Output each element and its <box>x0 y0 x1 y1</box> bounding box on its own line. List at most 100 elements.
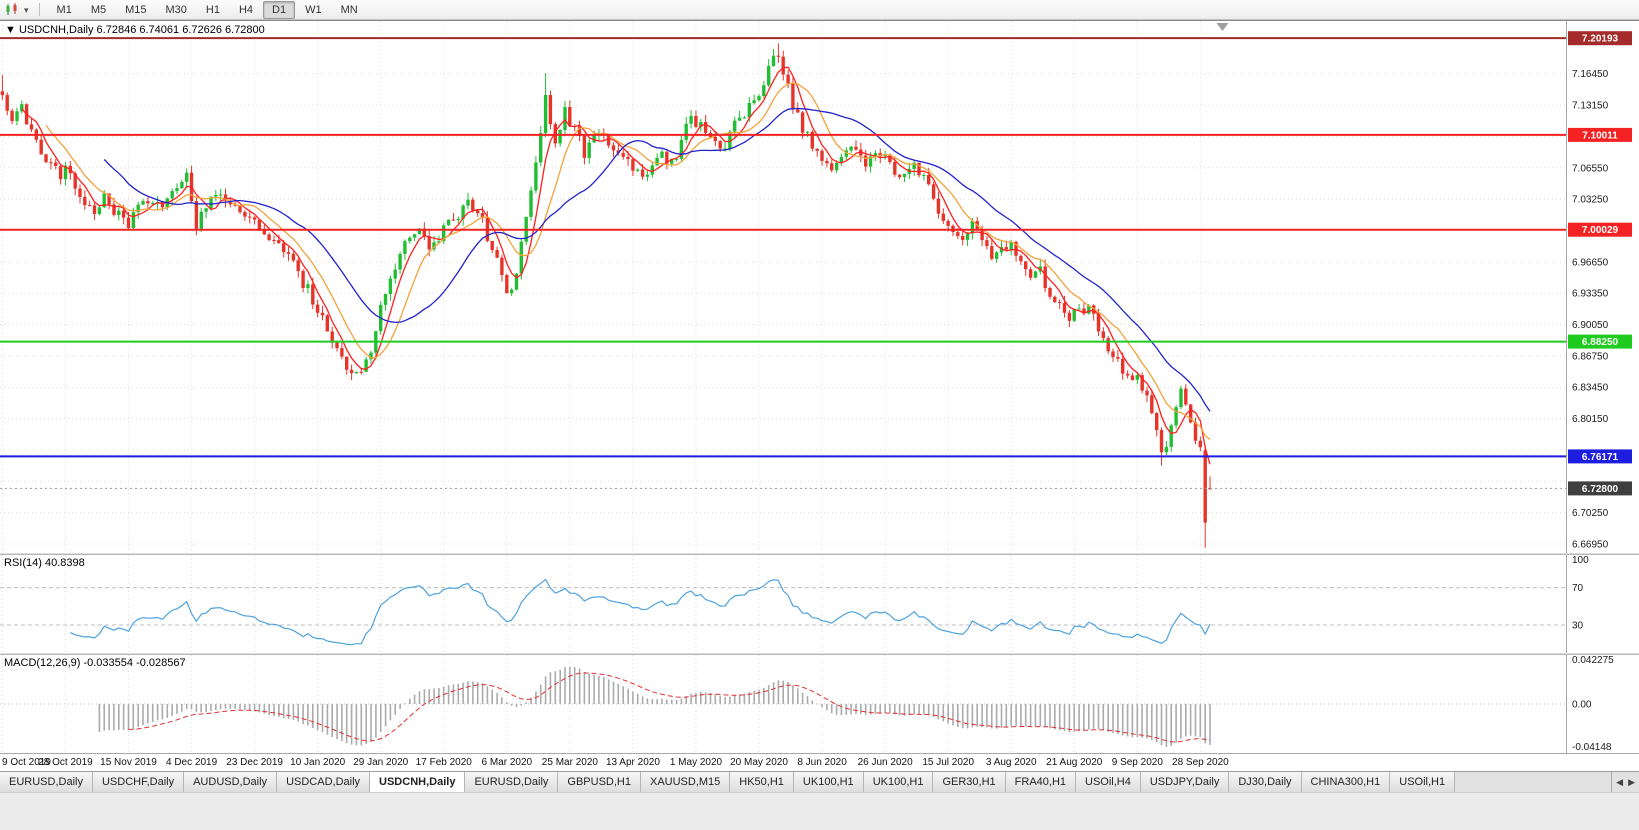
price-tag-6.88250: 6.88250 <box>1568 334 1632 349</box>
timeframe-button-m5[interactable]: M5 <box>90 3 107 16</box>
date-label: 9 Oct 2019 <box>2 757 51 768</box>
chart-tab-4-usdcnh[interactable]: USDCNH,Daily <box>370 772 466 792</box>
timeframe-button-m15[interactable]: M15 <box>125 3 147 16</box>
chart-tab-13-usoil[interactable]: USOil,H4 <box>1076 772 1141 792</box>
main-chart[interactable]: 7.16450 7.13150 7.06550 7.03250 6.96650 6.933… <box>0 21 1639 553</box>
price-tick-label: 7.16450 <box>1572 69 1609 80</box>
svg-text:7.10011: 7.10011 <box>1582 130 1618 141</box>
timeframe-button-w1[interactable]: W1 <box>305 3 322 16</box>
rsi-axis-label: 30 <box>1572 621 1584 632</box>
chart-tab-2-audusd[interactable]: AUDUSD,Daily <box>184 772 278 792</box>
candles-layer <box>0 43 1212 548</box>
price-tick-label: 7.03250 <box>1572 195 1609 206</box>
chart-tab-1-usdchf[interactable]: USDCHF,Daily <box>92 772 185 792</box>
price-tick-label: 7.06550 <box>1572 163 1609 174</box>
price-tick-label: 6.90050 <box>1572 320 1609 331</box>
macd-axis-label: 0.042275 <box>1572 655 1614 666</box>
date-label: 28 Oct 2019 <box>38 757 93 768</box>
chart-tab-12-fra40[interactable]: FRA40,H1 <box>1005 772 1077 792</box>
price-tick-label: 6.70250 <box>1572 508 1609 519</box>
chart-tab-8-hk50[interactable]: HK50,H1 <box>730 772 794 792</box>
chart-tab-11-ger30[interactable]: GER30,H1 <box>933 772 1006 792</box>
timeframe-button-h4[interactable]: H4 <box>238 3 254 16</box>
panel-splitter[interactable] <box>0 653 1639 655</box>
ma-10-line <box>45 82 1211 440</box>
price-tick-label: 6.83450 <box>1572 383 1609 394</box>
main-chart-canvas: 7.16450 7.13150 7.06550 7.03250 6.96650 6.933… <box>0 21 1632 553</box>
chart-tab-16-china300[interactable]: CHINA300,H1 <box>1301 772 1391 792</box>
chart-window: 7.16450 7.13150 7.06550 7.03250 6.96650 6.933… <box>0 20 1639 771</box>
ma-22-line <box>103 107 1211 412</box>
date-label: 3 Aug 2020 <box>985 757 1037 768</box>
chart-tab-3-usdcad[interactable]: USDCAD,Daily <box>277 772 371 792</box>
timeframe-button-m30[interactable]: M30 <box>165 3 187 16</box>
price-tick-label: 6.93350 <box>1572 289 1609 300</box>
svg-text:7.20193: 7.20193 <box>1582 34 1619 45</box>
date-label: 15 Jul 2020 <box>922 757 975 768</box>
chart-tab-10-uk100[interactable]: UK100,H1 <box>863 772 934 792</box>
macd-canvas: 0.042275 0.00 -0.04148 MACD(12,26,9) -0.033… <box>0 655 1614 753</box>
price-tag-7.00029: 7.00029 <box>1568 222 1632 237</box>
price-tag-7.20193: 7.20193 <box>1568 31 1632 46</box>
chart-tab-5-eurusd[interactable]: EURUSD,Daily <box>465 772 559 792</box>
macd-histogram <box>98 666 1211 747</box>
tab-scroll-left-icon[interactable]: ◀ <box>1616 776 1624 787</box>
svg-text:6.76171: 6.76171 <box>1582 452 1619 463</box>
chart-tabs: EURUSD,Daily USDCHF,Daily AUDUSD,Daily USDC… <box>0 772 1456 792</box>
toolbar: ▾ M1 M5 M15 M30 H1 H4 D1 W1 MN <box>0 0 1639 20</box>
chart-tab-7-xauusd[interactable]: XAUUSD,M15 <box>640 772 731 792</box>
price-tick-label: 6.80150 <box>1572 414 1609 425</box>
chart-type-dropdown-caret[interactable]: ▾ <box>24 4 29 15</box>
macd-axis-label: 0.00 <box>1572 700 1592 711</box>
price-tick-label: 7.13150 <box>1572 101 1609 112</box>
chart-tab-6-gbpusd[interactable]: GBPUSD,H1 <box>558 772 641 792</box>
chart-type-icon[interactable] <box>4 3 20 17</box>
date-label: 8 Jun 2020 <box>797 757 847 768</box>
timeframe-button-h1[interactable]: H1 <box>205 3 220 16</box>
chart-shift-marker <box>1216 23 1229 31</box>
date-label: 26 Jun 2020 <box>857 757 913 768</box>
date-label: 28 Sep 2020 <box>1172 757 1229 768</box>
chart-tab-14-usdjpy[interactable]: USDJPY,Daily <box>1140 772 1230 792</box>
chart-tab-9-uk100[interactable]: UK100,H1 <box>793 772 864 792</box>
grid-layer <box>0 21 1566 553</box>
current-price-tag: 6.72800 <box>1568 481 1632 496</box>
date-label: 20 May 2020 <box>730 757 788 768</box>
svg-text:6.88250: 6.88250 <box>1582 337 1619 348</box>
date-label: 29 Jan 2020 <box>353 757 409 768</box>
date-label: 25 Mar 2020 <box>541 757 598 768</box>
macd-signal-line <box>128 672 1211 743</box>
timeframe-button-mn[interactable]: MN <box>340 3 358 16</box>
timeframe-button-m1[interactable]: M1 <box>56 3 72 16</box>
price-tick-label: 6.96650 <box>1572 257 1609 268</box>
tab-scroll-right-icon[interactable]: ▶ <box>1628 776 1635 787</box>
status-bar <box>0 792 1639 830</box>
tab-scroll-arrows: ◀ ▶ <box>1611 772 1639 792</box>
macd-panel[interactable]: 0.042275 0.00 -0.04148 MACD(12,26,9) -0.033… <box>0 655 1639 753</box>
date-label: 21 Aug 2020 <box>1046 757 1103 768</box>
svg-text:7.00029: 7.00029 <box>1582 225 1619 236</box>
rsi-canvas: 100 70 30 RSI(14) 40.8398 <box>0 555 1589 653</box>
rsi-label: RSI(14) 40.8398 <box>4 557 85 569</box>
rsi-axis-label: 70 <box>1572 583 1584 594</box>
panel-splitter[interactable] <box>0 553 1639 555</box>
chart-tab-17-usoil[interactable]: USOil,H1 <box>1390 772 1456 792</box>
date-axis[interactable]: 9 Oct 2019 28 Oct 2019 15 Nov 2019 4 Dec 20… <box>0 753 1639 771</box>
rsi-panel[interactable]: 100 70 30 RSI(14) 40.8398 <box>0 555 1639 653</box>
candlestick-glyph <box>6 3 17 15</box>
chart-tab-0-eurusd[interactable]: EURUSD,Daily <box>0 772 93 792</box>
date-label: 1 May 2020 <box>669 757 723 768</box>
ma-5-line <box>21 66 1211 465</box>
date-label: 4 Dec 2019 <box>165 757 218 768</box>
date-label: 23 Dec 2019 <box>226 757 283 768</box>
date-label: 9 Sep 2020 <box>1111 757 1163 768</box>
chart-tab-15-dj30[interactable]: DJ30,Daily <box>1229 772 1302 792</box>
date-label: 10 Jan 2020 <box>290 757 346 768</box>
timeframe-button-d1[interactable]: D1 <box>263 0 296 19</box>
macd-axis-label: -0.04148 <box>1572 742 1612 753</box>
price-tag-6.76171: 6.76171 <box>1568 449 1632 464</box>
price-tick-label: 6.86750 <box>1572 351 1609 362</box>
date-label: 15 Nov 2019 <box>100 757 157 768</box>
chart-ohlc-title: ▼ USDCNH,Daily 6.72846 6.74061 6.72626 6… <box>5 24 265 36</box>
